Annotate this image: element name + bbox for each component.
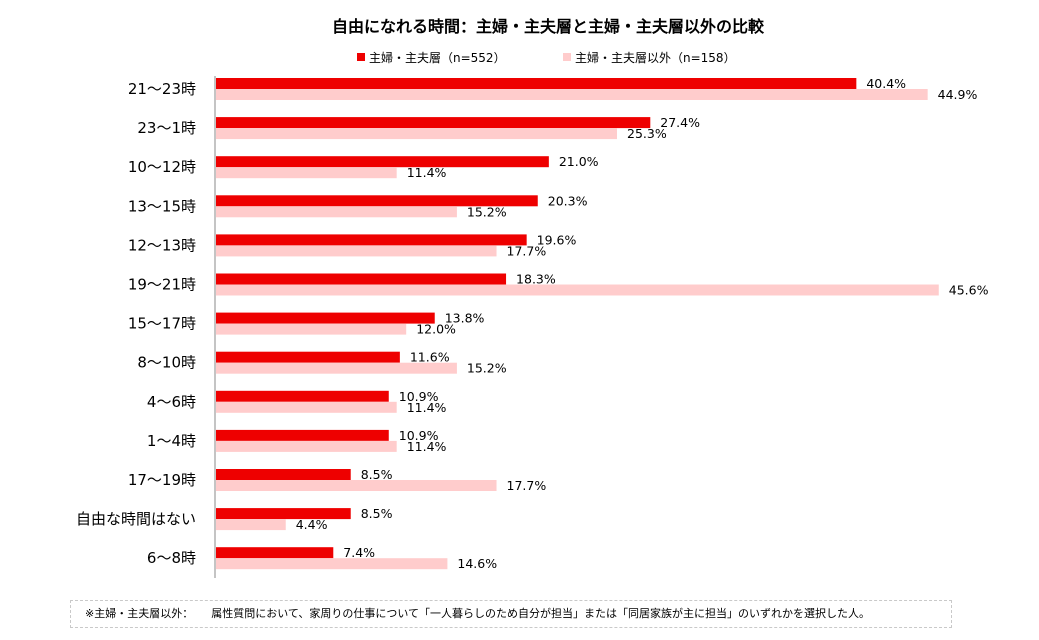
data-label-series-1: 21.0% bbox=[559, 154, 599, 169]
category-label: 自由な時間はない bbox=[76, 510, 196, 528]
bar-series-2 bbox=[216, 284, 939, 296]
bar-series-1 bbox=[216, 117, 651, 129]
data-label-series-2: 17.7% bbox=[507, 478, 547, 493]
category-label: 6〜8時 bbox=[147, 549, 196, 567]
bar-series-1 bbox=[216, 273, 507, 285]
legend-swatch-series-2 bbox=[563, 53, 571, 61]
footnote: ※主婦・主夫層以外： 属性質問において、家周りの仕事について「一人暮らしのため自分… bbox=[70, 600, 952, 628]
footnote-label: ※主婦・主夫層以外： bbox=[85, 607, 194, 620]
data-label-series-2: 44.9% bbox=[938, 87, 978, 102]
bar-series-2 bbox=[216, 362, 457, 374]
bar-series-1 bbox=[216, 429, 389, 441]
data-label-series-1: 18.3% bbox=[516, 272, 556, 287]
category-label: 10〜12時 bbox=[128, 158, 196, 176]
bar-series-2 bbox=[216, 128, 618, 140]
bar-series-2 bbox=[216, 401, 397, 413]
data-label-series-2: 11.4% bbox=[407, 439, 447, 454]
category-label: 12〜13時 bbox=[128, 236, 196, 254]
bar-series-1 bbox=[216, 312, 435, 324]
data-label-series-2: 4.4% bbox=[296, 517, 328, 532]
category-label: 4〜6時 bbox=[147, 393, 196, 411]
bar-series-1 bbox=[216, 469, 351, 480]
data-label-series-1: 40.4% bbox=[866, 76, 906, 91]
data-label-series-1: 7.4% bbox=[343, 545, 375, 560]
data-label-series-2: 15.2% bbox=[467, 361, 507, 376]
legend-swatch-series-1 bbox=[357, 53, 365, 61]
category-label: 8〜10時 bbox=[137, 354, 196, 372]
chart-title: 自由になれる時間：主婦・主夫層と主婦・主夫層以外の比較 bbox=[332, 17, 765, 36]
data-label-series-1: 8.5% bbox=[361, 506, 393, 521]
footnote-text: 属性質問において、家周りの仕事について「一人暮らしのため自分が担当」または「同居… bbox=[211, 607, 871, 620]
bar-series-2 bbox=[216, 519, 286, 531]
bar-series-2 bbox=[216, 206, 457, 218]
bar-series-2 bbox=[216, 167, 397, 179]
data-label-series-2: 14.6% bbox=[457, 556, 497, 571]
data-label-series-1: 19.6% bbox=[537, 232, 577, 247]
data-label-series-2: 17.7% bbox=[507, 243, 547, 258]
bar-series-1 bbox=[216, 234, 527, 246]
legend: 主婦・主夫層（n=552） 主婦・主夫層以外（n=158） bbox=[357, 50, 736, 65]
category-label: 19〜21時 bbox=[128, 276, 196, 294]
category-label: 15〜17時 bbox=[128, 315, 196, 333]
bar-series-1 bbox=[216, 195, 538, 207]
data-label-series-1: 8.5% bbox=[361, 467, 393, 482]
bar-series-2 bbox=[216, 323, 407, 335]
data-label-series-2: 15.2% bbox=[467, 204, 507, 219]
category-label: 21〜23時 bbox=[128, 80, 196, 98]
bar-series-1 bbox=[216, 351, 400, 363]
bar-series-2 bbox=[216, 89, 928, 100]
data-label-series-1: 20.3% bbox=[548, 193, 588, 208]
category-label: 23〜1時 bbox=[137, 119, 196, 137]
category-label: 17〜19時 bbox=[128, 471, 196, 489]
data-label-series-2: 11.4% bbox=[407, 400, 447, 415]
bar-series-1 bbox=[216, 156, 549, 168]
bar-series-1 bbox=[216, 390, 389, 402]
category-label: 13〜15時 bbox=[128, 197, 196, 215]
bar-series-2 bbox=[216, 558, 448, 570]
bar-series-2 bbox=[216, 440, 397, 452]
plot-area: 21〜23時 40.4% 44.9% 23〜1時 27.4%25.3% 10〜12時 21.… bbox=[76, 76, 989, 571]
data-label-series-1: 27.4% bbox=[660, 115, 700, 130]
data-label-series-1: 13.8% bbox=[445, 311, 485, 326]
data-label-series-2: 45.6% bbox=[949, 283, 989, 298]
legend-label-series-1: 主婦・主夫層（n=552） bbox=[369, 50, 506, 65]
legend-label-series-2: 主婦・主夫層以外（n=158） bbox=[575, 50, 736, 65]
bar-series-2 bbox=[216, 480, 497, 491]
data-label-series-2: 25.3% bbox=[627, 126, 667, 141]
data-label-series-1: 10.9% bbox=[399, 389, 439, 404]
data-label-series-1: 10.9% bbox=[399, 428, 439, 443]
bar-series-1 bbox=[216, 78, 857, 89]
data-label-series-2: 11.4% bbox=[407, 165, 447, 180]
bar-series-2 bbox=[216, 245, 497, 257]
bar-series-1 bbox=[216, 508, 351, 520]
bar-series-1 bbox=[216, 547, 334, 559]
data-label-series-1: 11.6% bbox=[410, 350, 450, 365]
category-label: 1〜4時 bbox=[147, 432, 196, 450]
data-label-series-2: 12.0% bbox=[416, 322, 456, 337]
